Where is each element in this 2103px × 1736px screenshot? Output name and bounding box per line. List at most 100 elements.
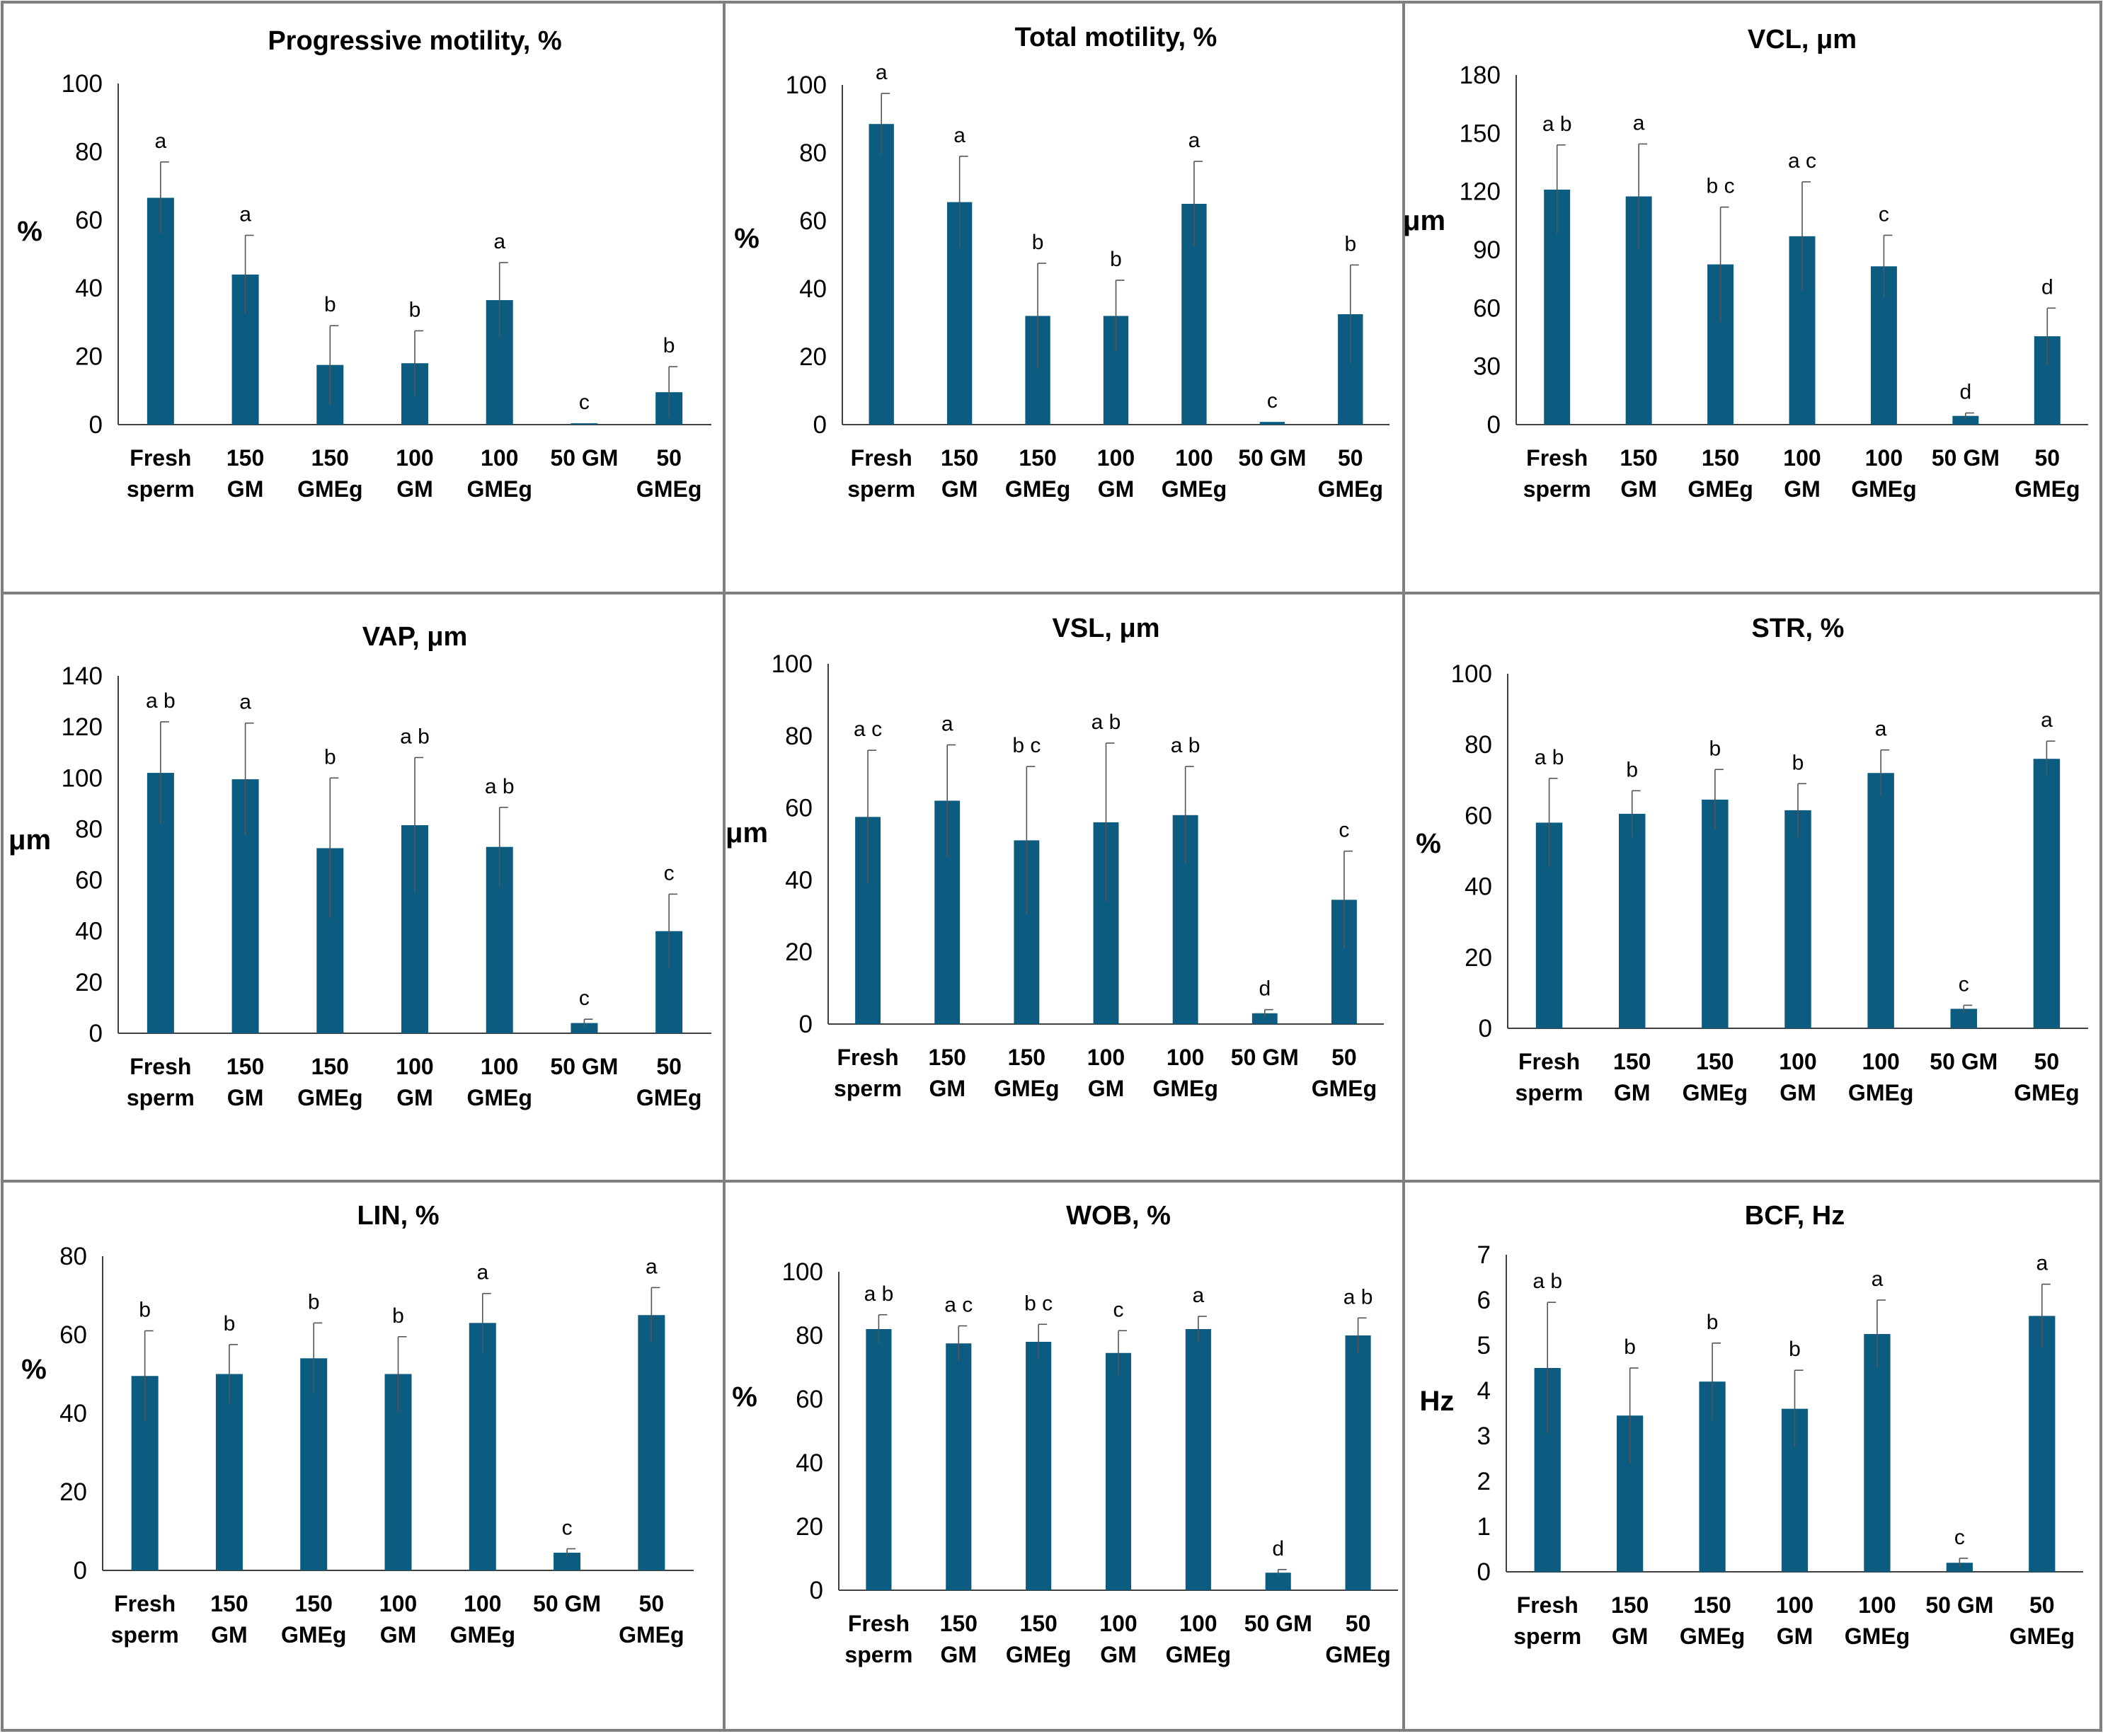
significance-letter: c xyxy=(1339,819,1349,842)
x-category-label: GM xyxy=(1088,1076,1125,1101)
y-tick-label: 60 xyxy=(1473,294,1501,322)
significance-letter: b xyxy=(224,1312,236,1335)
y-tick-label: 40 xyxy=(75,275,103,302)
bar xyxy=(866,1329,892,1590)
bar xyxy=(1185,1329,1211,1590)
y-tick-label: 0 xyxy=(74,1557,87,1585)
y-tick-label: 80 xyxy=(59,1243,87,1270)
x-category-label: GMEg xyxy=(2014,1080,2079,1105)
x-category-label: 150 xyxy=(941,445,978,471)
bar xyxy=(1251,1013,1278,1024)
y-tick-label: 90 xyxy=(1473,236,1501,264)
x-category-label: 100 xyxy=(481,1054,518,1079)
y-tick-label: 20 xyxy=(75,969,103,996)
y-axis-label: % xyxy=(732,1381,757,1413)
x-category-label: GMEg xyxy=(1845,1623,1910,1649)
y-tick-label: 20 xyxy=(75,343,103,371)
bar xyxy=(469,1323,496,1570)
x-category-label: 150 xyxy=(1702,445,1739,471)
significance-letter: d xyxy=(1272,1537,1284,1560)
x-category-label: GMEg xyxy=(1162,476,1227,502)
bar xyxy=(1702,799,1729,1028)
x-category-label: 150 xyxy=(210,1591,248,1616)
y-axis-label: Hz xyxy=(1420,1386,1455,1417)
x-category-label: Fresh xyxy=(1517,1592,1578,1618)
y-tick-label: 6 xyxy=(1477,1287,1491,1314)
x-category-label: sperm xyxy=(127,476,195,502)
x-category-label: 100 xyxy=(379,1591,417,1616)
y-tick-label: 1 xyxy=(1477,1513,1491,1541)
significance-letter: c xyxy=(1113,1298,1124,1321)
x-category-label: GMEg xyxy=(281,1622,346,1648)
bar xyxy=(215,1374,243,1570)
x-category-label: 100 xyxy=(1099,1611,1137,1636)
x-category-label: 150 xyxy=(929,1045,966,1070)
y-tick-label: 100 xyxy=(62,70,103,98)
x-category-label: GMEg xyxy=(1848,1080,1913,1105)
chart-title: VSL, μm xyxy=(1052,614,1159,643)
significance-letter: a b xyxy=(1532,1270,1562,1293)
significance-letter: a xyxy=(493,230,505,253)
significance-letter: b xyxy=(1624,1335,1636,1359)
significance-letter: b xyxy=(409,298,421,321)
x-category-label: GM xyxy=(929,1076,965,1101)
y-tick-label: 80 xyxy=(785,723,813,750)
x-category-label: 50 GM xyxy=(533,1591,601,1616)
x-category-label: Fresh xyxy=(1518,1049,1580,1074)
y-tick-label: 180 xyxy=(1460,62,1501,89)
y-tick-label: 100 xyxy=(782,1258,823,1286)
x-category-label: 50 xyxy=(1346,1611,1371,1636)
x-category-label: GMEg xyxy=(1683,1080,1748,1105)
y-tick-label: 120 xyxy=(62,713,103,741)
bar xyxy=(1259,422,1285,425)
significance-letter: a b xyxy=(1343,1285,1373,1309)
x-category-label: 100 xyxy=(1175,445,1213,471)
y-tick-label: 60 xyxy=(75,867,103,895)
x-category-label: 50 GM xyxy=(1930,1049,1998,1074)
x-category-label: 100 xyxy=(1776,1592,1813,1618)
significance-letter: a xyxy=(239,691,251,714)
x-category-label: sperm xyxy=(111,1622,179,1648)
x-category-label: GMEg xyxy=(619,1622,684,1648)
y-tick-label: 60 xyxy=(1465,802,1492,829)
x-category-label: 50 GM xyxy=(1244,1611,1312,1636)
chart-title: VAP, μm xyxy=(362,622,468,652)
bar xyxy=(571,1023,598,1033)
x-category-label: GM xyxy=(1614,1080,1651,1105)
y-tick-label: 40 xyxy=(785,866,813,894)
x-category-label: Fresh xyxy=(130,445,191,471)
x-category-label: GMEg xyxy=(994,1076,1059,1101)
significance-letter: c xyxy=(562,1516,573,1539)
y-tick-label: 30 xyxy=(1473,353,1501,381)
x-category-label: GMEg xyxy=(636,476,701,502)
x-category-label: GM xyxy=(941,1642,978,1667)
x-category-label: GMEg xyxy=(1005,476,1070,502)
bar xyxy=(1864,1334,1891,1572)
x-category-label: 50 xyxy=(2034,445,2060,471)
x-category-label: 100 xyxy=(464,1591,501,1616)
x-category-label: 50 GM xyxy=(550,1054,618,1079)
y-tick-label: 80 xyxy=(799,139,827,167)
x-category-label: Fresh xyxy=(130,1054,191,1079)
significance-letter: b xyxy=(1032,231,1044,254)
significance-letter: d xyxy=(1259,977,1271,1001)
y-axis-label: μm xyxy=(1403,205,1445,236)
y-tick-label: 140 xyxy=(62,662,103,690)
significance-letter: c xyxy=(664,861,675,885)
y-tick-label: 20 xyxy=(59,1478,87,1506)
x-category-label: 150 xyxy=(1696,1049,1734,1074)
significance-letter: a xyxy=(646,1255,658,1278)
y-tick-label: 0 xyxy=(89,411,103,439)
significance-letter: d xyxy=(1960,381,1972,404)
y-tick-label: 60 xyxy=(59,1321,87,1349)
chart-panel-vsl-m: VSL, μm μm 0 20 40 60 80 100 a c Fresh sperm a 150 GM… xyxy=(726,614,1384,1101)
x-category-label: GM xyxy=(396,476,433,502)
y-tick-label: 20 xyxy=(799,343,827,371)
y-tick-label: 5 xyxy=(1477,1332,1491,1360)
x-category-label: 100 xyxy=(1865,445,1903,471)
x-category-label: 100 xyxy=(1783,445,1821,471)
x-category-label: 150 xyxy=(1019,1611,1057,1636)
x-category-label: Fresh xyxy=(1526,445,1588,471)
y-tick-label: 100 xyxy=(62,764,103,792)
